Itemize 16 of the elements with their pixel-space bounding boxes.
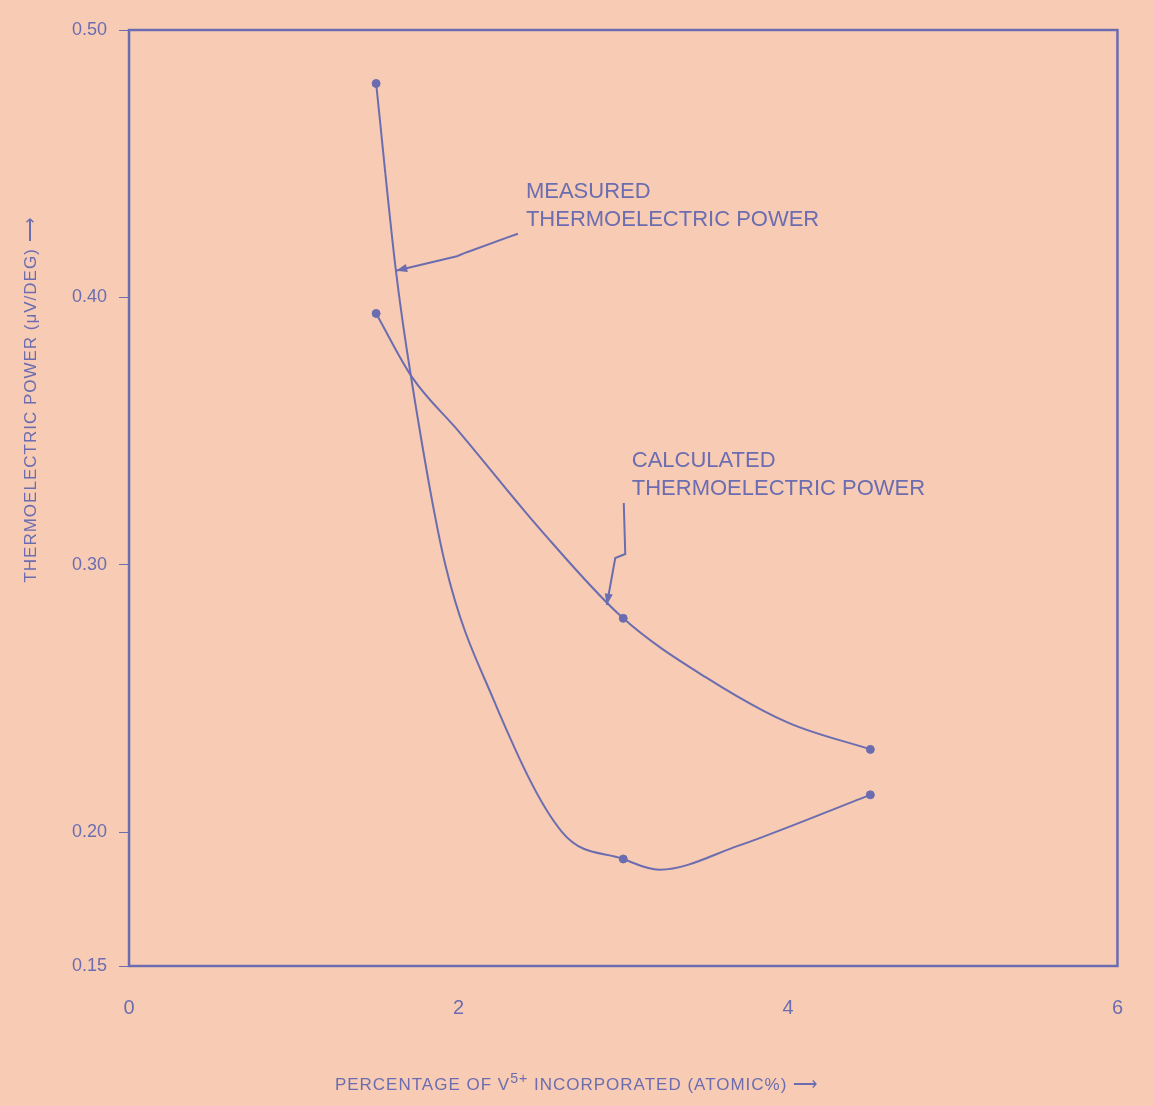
y-axis-title: THERMOELECTRIC POWER (μV/DEG) ⟶	[19, 217, 41, 583]
x-tick-label: 2	[452, 995, 465, 1018]
point	[371, 78, 381, 88]
point	[865, 744, 875, 754]
annotation: MEASURED THERMOELECTRIC POWER	[525, 177, 820, 231]
y-tick-label: 0.20	[71, 821, 108, 842]
point	[371, 308, 381, 318]
y-tick-label: 0.50	[71, 18, 108, 39]
y-tick-label: 0.30	[71, 553, 108, 574]
y-tick-label: 0.40	[71, 286, 108, 307]
x-tick-label: 6	[1111, 995, 1123, 1018]
annotation: CALCULATED THERMOELECTRIC POWER	[631, 446, 926, 500]
y-tick-label: 0.15	[71, 954, 108, 975]
x-tick-label: 0	[123, 995, 135, 1018]
x-axis-title: PERCENTAGE OF V$^{5+}$ INCORPORATED (ATOMIC%) ⟶	[333, 1070, 820, 1095]
x-tick-label: 4	[782, 995, 794, 1018]
